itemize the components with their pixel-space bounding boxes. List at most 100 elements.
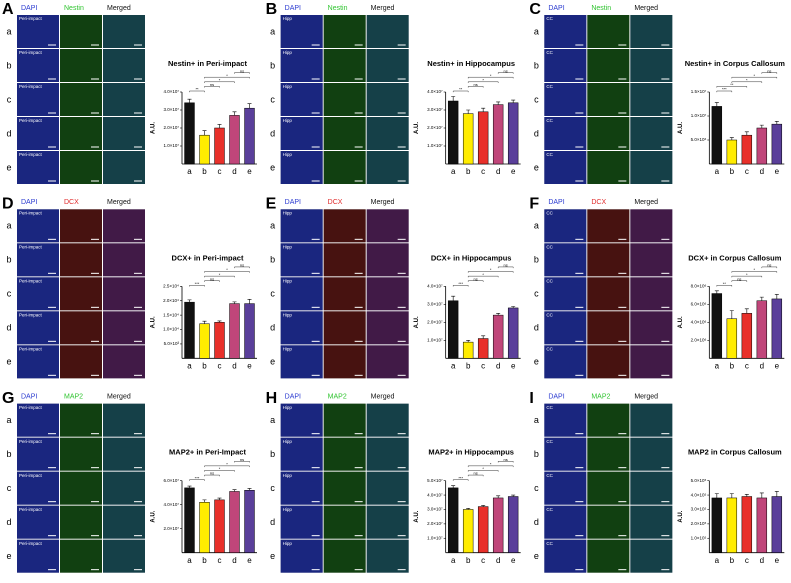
image-tint <box>280 471 323 505</box>
image-tile <box>544 117 587 150</box>
error-bar <box>496 495 501 498</box>
image-tint <box>17 311 59 345</box>
image-tile <box>587 471 630 505</box>
error-bar <box>744 131 749 136</box>
error-bar <box>759 296 764 301</box>
image-tint <box>103 151 145 184</box>
image-tint <box>544 311 587 345</box>
image-tile <box>17 151 59 184</box>
x-tick-label: a <box>715 167 720 176</box>
image-tint <box>323 15 366 48</box>
significance-bracket <box>761 266 778 269</box>
image-tile <box>630 539 673 573</box>
column-header: DAPI <box>548 394 564 401</box>
image-tile <box>17 471 59 505</box>
region-tag: Hipp <box>283 313 293 318</box>
bar <box>199 323 210 359</box>
bar <box>447 100 459 165</box>
image-tint <box>280 311 323 345</box>
image-tile <box>280 117 323 150</box>
panel-letter: D <box>2 196 14 213</box>
row-label: c <box>7 289 12 299</box>
image-tile <box>280 505 323 539</box>
image-tint <box>544 15 587 48</box>
significance-bracket <box>204 280 220 282</box>
significance-bracket <box>189 285 205 287</box>
region-tag: Hipp <box>283 473 293 478</box>
column-header: DAPI <box>285 199 301 206</box>
image-tint <box>366 403 409 437</box>
image-tint <box>60 539 102 573</box>
image-tile <box>17 345 59 379</box>
chart-title: Nestin+ in Peri-impact <box>168 59 247 68</box>
significance-bracket <box>452 90 469 93</box>
error-bar <box>202 320 207 324</box>
error-bar <box>217 320 222 323</box>
x-tick-label: a <box>451 361 456 370</box>
image-tile <box>323 15 366 48</box>
significance-bracket <box>761 72 778 74</box>
image-tint <box>323 471 366 505</box>
image-tile <box>587 539 630 573</box>
row-label: a <box>6 26 11 36</box>
error-bar <box>451 485 456 488</box>
y-tick-label: 1.0×10⁷ <box>427 535 443 540</box>
image-tile <box>366 539 409 573</box>
image-tint <box>544 471 587 505</box>
image-tint <box>366 539 409 573</box>
row-label: c <box>270 483 275 493</box>
image-tile <box>280 15 323 48</box>
bar <box>229 303 240 359</box>
y-tick-label: 4.0×10⁷ <box>427 284 443 289</box>
x-tick-label: b <box>466 167 471 176</box>
x-tick-label: c <box>745 556 749 565</box>
image-tint <box>17 15 59 48</box>
bar <box>214 322 225 359</box>
image-tile <box>366 345 409 379</box>
image-tint <box>544 117 587 150</box>
y-tick-label: 2.0×10⁶ <box>691 338 707 343</box>
image-tile <box>587 151 630 184</box>
region-tag: Peri-impact <box>19 405 43 410</box>
image-tile <box>17 49 59 82</box>
chart-title: DCX+ in Hippocampus <box>431 253 512 262</box>
significance-bracket <box>716 90 733 93</box>
image-tint <box>280 209 323 243</box>
region-tag: CC <box>546 152 553 157</box>
image-tint <box>323 345 366 379</box>
image-tint <box>17 117 59 150</box>
image-tint <box>280 151 323 184</box>
image-tint <box>630 277 673 311</box>
row-label: b <box>6 60 11 70</box>
y-axis-label: A.U. <box>414 316 420 328</box>
image-tile <box>366 311 409 345</box>
y-tick-label: 1.5×10⁴ <box>163 312 179 317</box>
x-tick-label: e <box>511 167 516 176</box>
image-tile <box>60 539 102 573</box>
error-bar <box>729 493 734 498</box>
row-label: e <box>6 162 11 172</box>
image-tint <box>366 49 409 82</box>
column-header: DAPI <box>21 394 37 401</box>
image-tint <box>60 117 102 150</box>
image-tint <box>280 539 323 573</box>
column-header: DAPI <box>21 199 37 206</box>
image-tint <box>60 311 102 345</box>
image-tint <box>103 471 145 505</box>
image-tile <box>587 505 630 539</box>
image-tile <box>544 437 587 471</box>
error-bar <box>744 308 749 314</box>
bar <box>492 497 504 553</box>
image-tint <box>103 243 145 277</box>
significance-bracket <box>497 266 514 269</box>
image-tint <box>103 539 145 573</box>
image-tile <box>103 243 145 277</box>
row-label: b <box>534 60 539 70</box>
x-tick-label: a <box>187 556 192 565</box>
significance-label: ns <box>737 276 741 281</box>
bar <box>492 104 504 165</box>
bar <box>477 506 489 553</box>
bar <box>711 106 723 165</box>
image-tint <box>587 117 630 150</box>
column-header: DAPI <box>285 5 301 12</box>
